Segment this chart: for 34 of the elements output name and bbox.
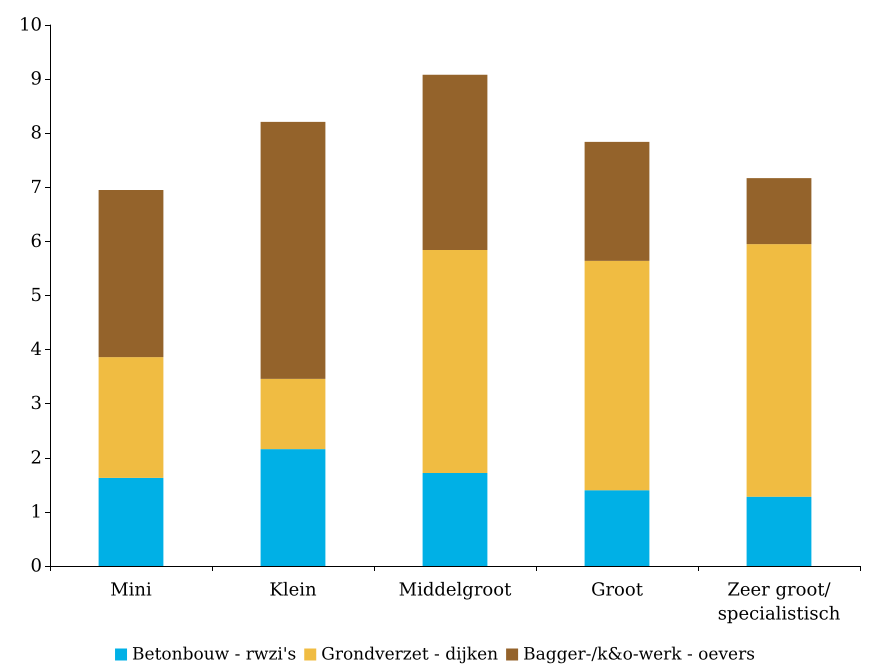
y-tick-label: 7 [30,176,42,198]
bar [584,490,650,566]
y-tick-label: 4 [30,339,42,360]
bar [422,250,488,473]
bar [260,449,326,566]
x-tick-label: Mini [110,580,152,600]
legend-label: Grondverzet - dijken [321,644,498,664]
y-tick-label: 0 [30,556,42,576]
bar [260,122,326,379]
y-tick-label: 2 [30,447,42,468]
bar [746,496,812,566]
y-tick-label: 6 [30,230,42,252]
bar [422,472,488,566]
x-tick-label: Middelgroot [398,580,512,600]
y-tick-label: 3 [30,393,42,414]
x-tick-label: Zeer groot/ specialistisch [718,580,841,624]
y-tick-label: 10 [19,14,42,36]
bar [746,244,812,497]
bar [98,478,164,566]
bar [584,142,650,261]
y-tick-label: 5 [30,285,42,306]
bar [422,74,488,250]
bar [584,260,650,490]
y-tick-label: 8 [30,122,42,144]
x-tick-label: Klein [269,580,318,600]
bar [98,190,164,358]
bar [260,378,326,450]
bar [98,357,164,478]
x-tick-label: Groot [591,580,644,600]
legend-label: Bagger-/k&o-werk - oevers [523,644,755,664]
y-tick-label: 1 [30,501,42,522]
y-tick-label: 9 [30,68,42,90]
bar [746,178,812,244]
legend-label: Betonbouw - rwzi's [132,644,296,664]
